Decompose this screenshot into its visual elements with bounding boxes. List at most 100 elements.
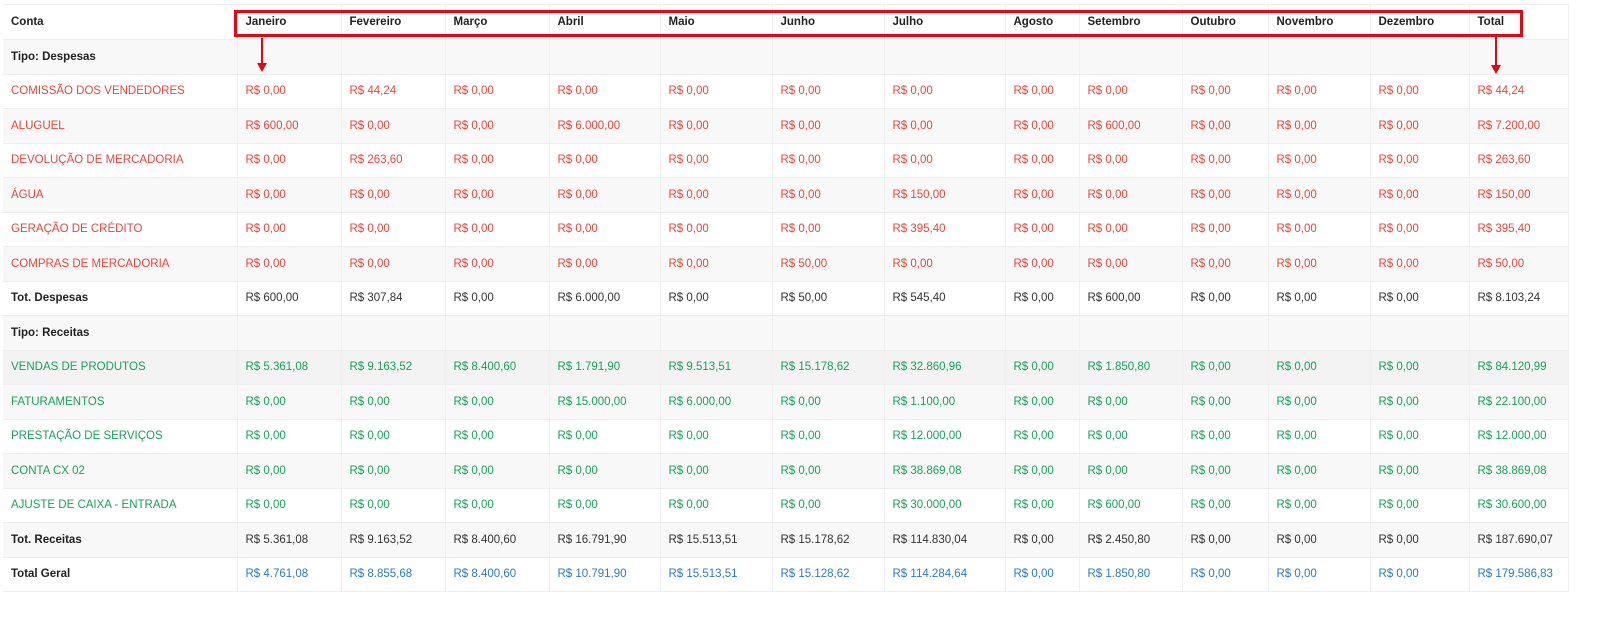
month-value: R$ 0,00 [1182,177,1269,213]
account-name[interactable]: AJUSTE DE CAIXA - ENTRADA [3,488,238,523]
month-value: R$ 0,00 [660,488,773,523]
month-value: R$ 0,00 [237,453,342,489]
account-name[interactable]: ALUGUEL [3,108,238,144]
row-total-value: R$ 395,40 [1469,212,1569,247]
month-value: R$ 0,00 [660,281,773,316]
month-value: R$ 0,00 [549,246,661,282]
month-value: R$ 0,00 [1005,281,1080,316]
month-value: R$ 150,00 [884,177,1006,213]
month-value: R$ 0,00 [1370,281,1470,316]
month-value: R$ 0,00 [1268,488,1371,523]
month-value: R$ 0,00 [341,246,446,282]
month-value: R$ 0,00 [1370,350,1470,385]
row-total-value: R$ 12.000,00 [1469,419,1569,454]
month-value: R$ 0,00 [1370,522,1470,558]
empty-cell [341,39,446,75]
month-value: R$ 0,00 [1370,557,1470,592]
empty-cell [237,39,342,75]
month-value: R$ 0,00 [1370,74,1470,109]
month-value: R$ 8.400,60 [445,557,550,592]
month-value: R$ 10.791,90 [549,557,661,592]
empty-cell [1469,315,1569,351]
account-name[interactable]: CONTA CX 02 [3,453,238,489]
row-total-value: R$ 263,60 [1469,143,1569,178]
month-value: R$ 0,00 [1268,350,1371,385]
empty-cell [1469,39,1569,75]
row-total-value: R$ 50,00 [1469,246,1569,282]
month-value: R$ 0,00 [1079,246,1183,282]
month-value: R$ 0,00 [341,488,446,523]
month-value: R$ 0,00 [549,453,661,489]
month-value: R$ 15.178,62 [772,350,885,385]
annotation-arrow-down-icon [1491,36,1501,74]
month-value: R$ 0,00 [1370,384,1470,420]
month-value: R$ 9.513,51 [660,350,773,385]
month-value: R$ 0,00 [1182,143,1269,178]
monthly-report-table: Conta Janeiro Fevereiro Março Abril Maio Junho… [3,4,1569,592]
month-value: R$ 600,00 [1079,281,1183,316]
account-name[interactable]: PRESTAÇÃO DE SERVIÇOS [3,419,238,454]
month-value: R$ 114.284,64 [884,557,1006,592]
account-name[interactable]: COMISSÃO DOS VENDEDORES [3,74,238,109]
month-value: R$ 0,00 [660,419,773,454]
empty-cell [1005,39,1080,75]
month-value: R$ 0,00 [1005,488,1080,523]
month-value: R$ 307,84 [341,281,446,316]
empty-cell [884,39,1006,75]
month-value: R$ 0,00 [1182,488,1269,523]
month-value: R$ 0,00 [341,108,446,144]
month-value: R$ 15.513,51 [660,522,773,558]
month-value: R$ 6.000,00 [660,384,773,420]
month-value: R$ 0,00 [1005,419,1080,454]
account-name[interactable]: VENDAS DE PRODUTOS [3,350,238,385]
month-value: R$ 0,00 [772,212,885,247]
empty-cell [549,39,661,75]
account-name[interactable]: ÁGUA [3,177,238,213]
month-value: R$ 9.163,52 [341,350,446,385]
empty-cell [237,315,342,351]
annotation-highlight-box [234,10,1523,37]
month-value: R$ 0,00 [772,143,885,178]
month-value: R$ 0,00 [1182,74,1269,109]
month-value: R$ 12.000,00 [884,419,1006,454]
month-value: R$ 0,00 [1268,419,1371,454]
table-row: DEVOLUÇÃO DE MERCADORIA R$ 0,00 R$ 263,60 R… [3,143,1569,178]
month-value: R$ 15.513,51 [660,557,773,592]
month-value: R$ 0,00 [772,177,885,213]
table-row: COMISSÃO DOS VENDEDORES R$ 0,00 R$ 44,24 R$… [3,74,1569,109]
empty-cell [772,39,885,75]
month-value: R$ 600,00 [1079,488,1183,523]
month-value: R$ 15.128,62 [772,557,885,592]
table-row: PRESTAÇÃO DE SERVIÇOS R$ 0,00 R$ 0,00 R$ 0,… [3,419,1569,454]
month-value: R$ 0,00 [1079,143,1183,178]
month-value: R$ 0,00 [1182,453,1269,489]
empty-cell [1182,39,1269,75]
month-value: R$ 0,00 [1182,384,1269,420]
month-value: R$ 0,00 [445,74,550,109]
account-name[interactable]: COMPRAS DE MERCADORIA [3,246,238,282]
account-name[interactable]: FATURAMENTOS [3,384,238,420]
month-value: R$ 395,40 [884,212,1006,247]
month-value: R$ 0,00 [772,74,885,109]
table-row: AJUSTE DE CAIXA - ENTRADA R$ 0,00 R$ 0,00 R… [3,488,1569,523]
month-value: R$ 0,00 [1370,488,1470,523]
month-value: R$ 0,00 [660,212,773,247]
account-name[interactable]: DEVOLUÇÃO DE MERCADORIA [3,143,238,178]
table-row: ÁGUA R$ 0,00 R$ 0,00 R$ 0,00 R$ 0,00 R$ 0,00 R… [3,177,1569,213]
month-value: R$ 0,00 [1079,177,1183,213]
month-value: R$ 0,00 [549,419,661,454]
annotation-arrow-down-icon [257,38,267,72]
month-value: R$ 545,40 [884,281,1006,316]
empty-cell [1079,315,1183,351]
empty-cell [1005,315,1080,351]
account-name[interactable]: GERAÇÃO DE CRÉDITO [3,212,238,247]
month-value: R$ 1.850,80 [1079,557,1183,592]
row-total-value: R$ 8.103,24 [1469,281,1569,316]
month-value: R$ 0,00 [237,246,342,282]
month-value: R$ 0,00 [1182,246,1269,282]
month-value: R$ 600,00 [1079,108,1183,144]
month-value: R$ 8.855,68 [341,557,446,592]
month-value: R$ 1.791,90 [549,350,661,385]
table-row: ALUGUEL R$ 600,00 R$ 0,00 R$ 0,00 R$ 6.000,0… [3,108,1569,144]
month-value: R$ 0,00 [1182,212,1269,247]
